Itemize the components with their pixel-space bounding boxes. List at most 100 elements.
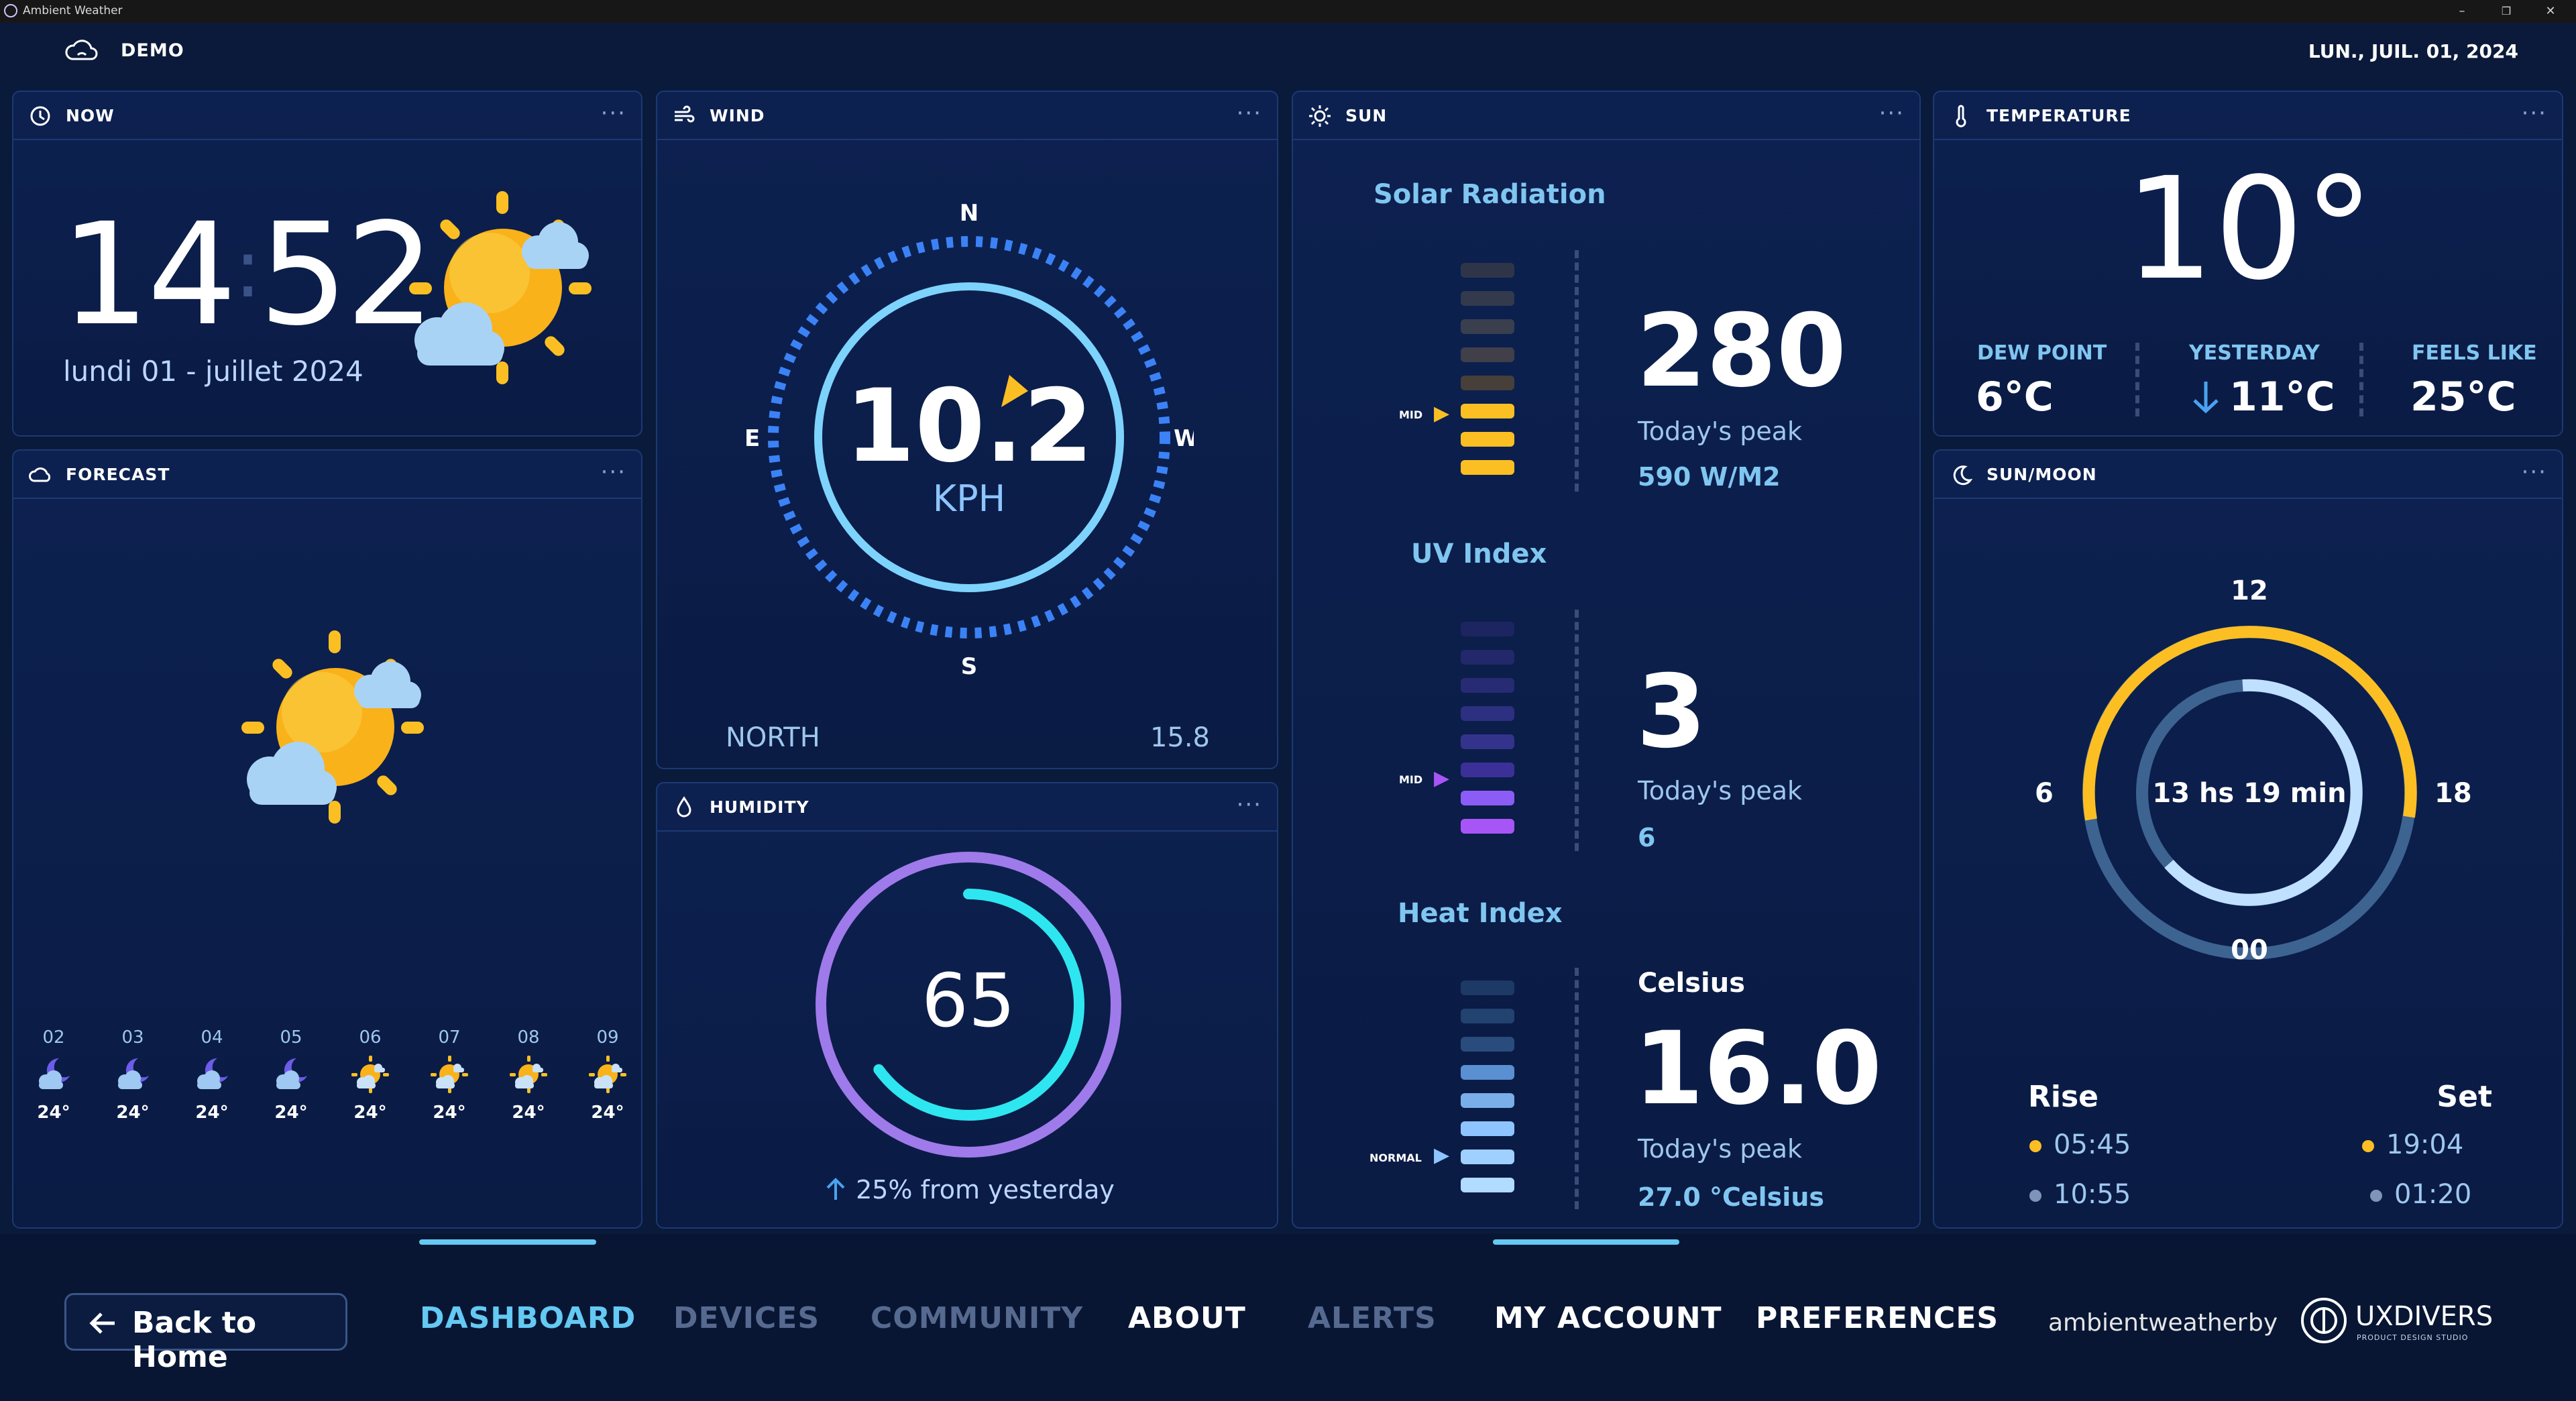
temp-divider	[2135, 343, 2139, 416]
uv-label: UV Index	[1411, 539, 1547, 569]
forecast-hour: 06	[359, 1027, 382, 1048]
level-bar	[1461, 432, 1514, 447]
dial-18: 18	[2434, 778, 2472, 809]
wind-compass: N S E W 10.2 KPH	[744, 200, 1194, 675]
sun-dot	[2362, 1140, 2374, 1152]
nav-preferences[interactable]: PREFERENCES	[1756, 1301, 1999, 1335]
minimize-button[interactable]: –	[2459, 4, 2465, 18]
more-icon[interactable]: ···	[2521, 459, 2547, 486]
clock-icon	[30, 106, 50, 126]
heat-unit: Celsius	[1638, 968, 1745, 999]
forecast-card: FORECAST ··· 02 24° 03 24° 04 24° 05 24° 06 24° 07…	[12, 449, 642, 1229]
partner-name: UXDIVERS	[2355, 1301, 2494, 1332]
more-icon[interactable]: ···	[1236, 791, 1262, 818]
forecast-hour-item[interactable]: 06 24°	[337, 1027, 404, 1123]
forecast-hour-item[interactable]: 03 24°	[99, 1027, 166, 1123]
restore-button[interactable]: ❐	[2501, 5, 2512, 17]
level-bar	[1461, 319, 1514, 334]
night-cloud-icon	[20, 1054, 87, 1097]
yesterday-value: 11°C	[2229, 374, 2335, 421]
sun-icon	[1309, 105, 1331, 127]
more-icon[interactable]: ···	[1879, 100, 1905, 127]
nav-my-account[interactable]: MY ACCOUNT	[1494, 1301, 1722, 1335]
cloud-wifi-icon	[65, 40, 98, 60]
nav-about[interactable]: ABOUT	[1128, 1301, 1246, 1335]
level-bar	[1461, 1178, 1514, 1192]
sunmoon-card: SUN/MOON ··· 12 00 6 18 13 hs 19 min Ris…	[1933, 449, 2563, 1229]
forecast-temp: 24°	[353, 1103, 387, 1123]
page-indicator	[419, 1239, 596, 1245]
forecast-hour-item[interactable]: 04 24°	[178, 1027, 245, 1123]
more-icon[interactable]: ···	[600, 459, 626, 486]
forecast-hour-item[interactable]: 05 24°	[258, 1027, 325, 1123]
station-name[interactable]: DEMO	[121, 40, 184, 61]
uv-marker-arrow: ▶	[1434, 767, 1450, 790]
level-bar	[1461, 819, 1514, 834]
nav-dashboard[interactable]: DASHBOARD	[420, 1301, 636, 1335]
level-bar	[1461, 1121, 1514, 1136]
forecast-temp: 24°	[591, 1103, 624, 1123]
moon-dot	[2370, 1190, 2382, 1202]
forecast-hour: 02	[42, 1027, 65, 1048]
more-icon[interactable]: ···	[1236, 100, 1262, 127]
forecast-hour-item[interactable]: 09 24°	[574, 1027, 641, 1123]
solar-peak: 590 W/M2	[1638, 462, 1781, 492]
humidity-value: 65	[921, 958, 1015, 1044]
level-bar	[1461, 404, 1514, 418]
nav-devices[interactable]: DEVICES	[673, 1301, 820, 1335]
forecast-hour: 04	[201, 1027, 223, 1048]
level-bar	[1461, 706, 1514, 721]
level-bar	[1461, 650, 1514, 665]
partly-sunny-icon	[409, 191, 592, 384]
nav-alerts[interactable]: ALERTS	[1308, 1301, 1437, 1335]
forecast-temp: 24°	[433, 1103, 466, 1123]
now-card: NOW ··· 14:52 lundi 01 - juillet 2024	[12, 91, 642, 437]
moon-icon	[1953, 465, 1973, 486]
temperature-card: TEMPERATURE ··· 10° DEW POINT 6°C YESTER…	[1933, 91, 2563, 437]
nav-community[interactable]: COMMUNITY	[871, 1301, 1084, 1335]
temperature-value: 10°	[2124, 147, 2375, 311]
wind-icon	[675, 105, 695, 123]
solar-peak-label: Today's peak	[1638, 416, 1803, 446]
sun-dot	[2029, 1140, 2041, 1152]
brand-name: ambientweather	[2048, 1309, 2247, 1337]
heat-marker: NORMAL	[1369, 1152, 1422, 1164]
uv-peak: 6	[1638, 823, 1656, 852]
forecast-hour: 08	[517, 1027, 540, 1048]
wind-title: WIND	[710, 106, 765, 125]
partly-sunny-icon	[337, 1054, 404, 1097]
uv-marker: MID	[1399, 773, 1423, 786]
forecast-hour-item[interactable]: 02 24°	[20, 1027, 87, 1123]
back-to-home-button[interactable]: Back to Home	[64, 1293, 347, 1374]
temp-divider	[2359, 343, 2363, 416]
daylight-duration: 13 hs 19 min	[2152, 778, 2346, 809]
forecast-hour-item[interactable]: 08 24°	[495, 1027, 562, 1123]
forecast-hour-item[interactable]: 07 24°	[416, 1027, 483, 1123]
close-button[interactable]: ✕	[2545, 4, 2556, 18]
compass-w: W	[1174, 425, 1194, 452]
humidity-change-row: 25% from yesterday	[657, 1175, 1277, 1204]
heat-value: 16.0	[1634, 1011, 1883, 1127]
dial-00: 00	[2231, 935, 2268, 960]
partly-sunny-icon	[241, 630, 424, 824]
level-bar	[1461, 1009, 1514, 1023]
humidity-gauge: 65	[816, 852, 1121, 1158]
solar-label: Solar Radiation	[1374, 179, 1606, 210]
forecast-temp: 24°	[37, 1103, 70, 1123]
moonset-time: 01:20	[2394, 1179, 2472, 1210]
level-bar	[1461, 263, 1514, 278]
level-bar	[1461, 791, 1514, 805]
level-bar	[1461, 678, 1514, 693]
night-cloud-icon	[99, 1054, 166, 1097]
droplet-icon	[677, 796, 691, 818]
more-icon[interactable]: ···	[600, 100, 626, 127]
brand-by: by	[2248, 1309, 2278, 1337]
sunrise-time: 05:45	[2054, 1129, 2131, 1160]
wind-card: WIND ··· N S E W 10.2 KPH NORTH 15.8	[656, 91, 1278, 769]
cloud-icon	[29, 467, 51, 482]
dew-point-label: DEW POINT	[1977, 341, 2107, 365]
night-cloud-icon	[178, 1054, 245, 1097]
more-icon[interactable]: ···	[2521, 100, 2547, 127]
wind-unit: KPH	[933, 478, 1006, 520]
level-bar	[1461, 1037, 1514, 1052]
